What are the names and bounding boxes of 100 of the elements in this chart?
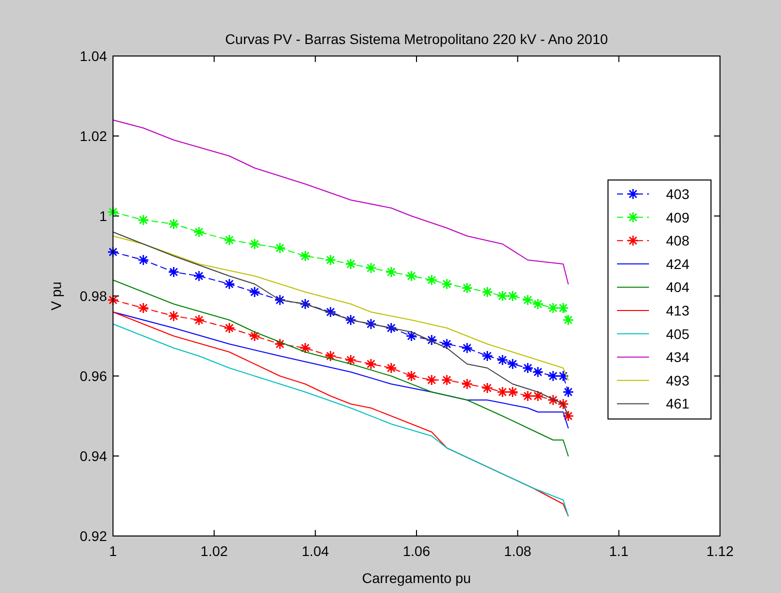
point	[441, 338, 453, 350]
y-tick-label: 0.92	[80, 528, 108, 544]
point	[461, 378, 473, 390]
point	[557, 302, 569, 314]
point	[386, 362, 397, 374]
legend-label: 493	[666, 372, 690, 388]
x-tick-label: 1.04	[302, 543, 330, 559]
point	[562, 386, 574, 398]
x-tick-label: 1.12	[706, 543, 734, 559]
point	[547, 394, 559, 406]
point	[224, 322, 236, 334]
point	[248, 238, 260, 250]
legend-label: 461	[666, 396, 690, 412]
y-tick-label: 0.96	[80, 368, 108, 384]
point	[345, 354, 356, 366]
point	[224, 278, 236, 290]
point	[168, 218, 180, 230]
point	[506, 290, 518, 302]
x-tick-label: 1	[109, 543, 118, 559]
point	[168, 310, 180, 322]
point	[562, 314, 574, 326]
point	[300, 298, 311, 310]
point	[522, 362, 534, 374]
point	[365, 318, 377, 330]
line-series	[112, 232, 569, 416]
legend-label: 408	[666, 232, 690, 249]
point	[324, 350, 336, 362]
legend-label: 404	[666, 279, 690, 296]
y-tick-label: 1	[99, 208, 108, 224]
x-tick-label: 1.08	[504, 543, 532, 559]
line-series	[112, 120, 569, 284]
point	[193, 270, 205, 282]
point	[406, 270, 418, 282]
line-series	[112, 312, 569, 428]
point	[406, 370, 418, 382]
point	[557, 370, 569, 382]
y-axis-title: V pu	[48, 282, 64, 310]
point	[224, 234, 236, 246]
point	[496, 290, 508, 302]
point	[193, 314, 205, 326]
point	[274, 242, 286, 254]
point	[441, 374, 453, 386]
point	[345, 314, 356, 326]
point	[248, 286, 260, 298]
point	[532, 298, 544, 310]
legend-label: 403	[666, 186, 690, 202]
y-tick-label: 1.04	[80, 48, 108, 64]
point	[138, 214, 150, 226]
point	[547, 370, 559, 382]
point	[461, 342, 473, 354]
point	[482, 382, 494, 394]
point	[386, 322, 397, 334]
point	[496, 354, 508, 366]
point	[496, 386, 508, 398]
point	[138, 302, 150, 314]
point	[107, 206, 119, 218]
point	[107, 246, 119, 258]
point	[168, 266, 180, 278]
x-axis-title: Carregamento pu	[362, 570, 471, 586]
point	[441, 278, 453, 290]
y-tick-label: 0.98	[80, 288, 108, 304]
x-tick-label: 1.02	[200, 543, 228, 559]
legend-label: 413	[666, 302, 690, 318]
legend-label: 405	[666, 326, 690, 342]
point	[138, 254, 150, 266]
point	[562, 410, 574, 422]
point	[506, 358, 518, 370]
point	[107, 294, 119, 306]
point	[300, 342, 311, 354]
x-tick-label: 1.06	[402, 543, 430, 559]
point	[365, 262, 377, 274]
point	[557, 398, 569, 410]
point	[482, 350, 494, 362]
point	[426, 274, 438, 286]
point	[426, 334, 438, 346]
point	[532, 366, 544, 378]
point	[426, 374, 438, 386]
point	[274, 338, 286, 350]
line-series	[112, 236, 569, 380]
y-tick-label: 1.02	[80, 128, 108, 144]
point	[522, 294, 534, 306]
point	[324, 306, 336, 318]
point	[506, 386, 518, 398]
point	[345, 258, 356, 270]
y-tick-label: 0.94	[80, 448, 108, 464]
point	[365, 358, 377, 370]
point	[324, 254, 336, 266]
point	[522, 390, 534, 402]
point	[406, 330, 418, 342]
point	[193, 226, 205, 238]
point	[482, 286, 494, 298]
point	[386, 266, 397, 278]
point	[274, 294, 286, 306]
legend-label: 424	[666, 256, 690, 272]
point	[547, 302, 559, 314]
legend-label: 409	[666, 209, 690, 226]
legend-label: 434	[666, 349, 690, 366]
line-series	[112, 280, 569, 456]
point	[461, 282, 473, 294]
point	[532, 390, 544, 402]
